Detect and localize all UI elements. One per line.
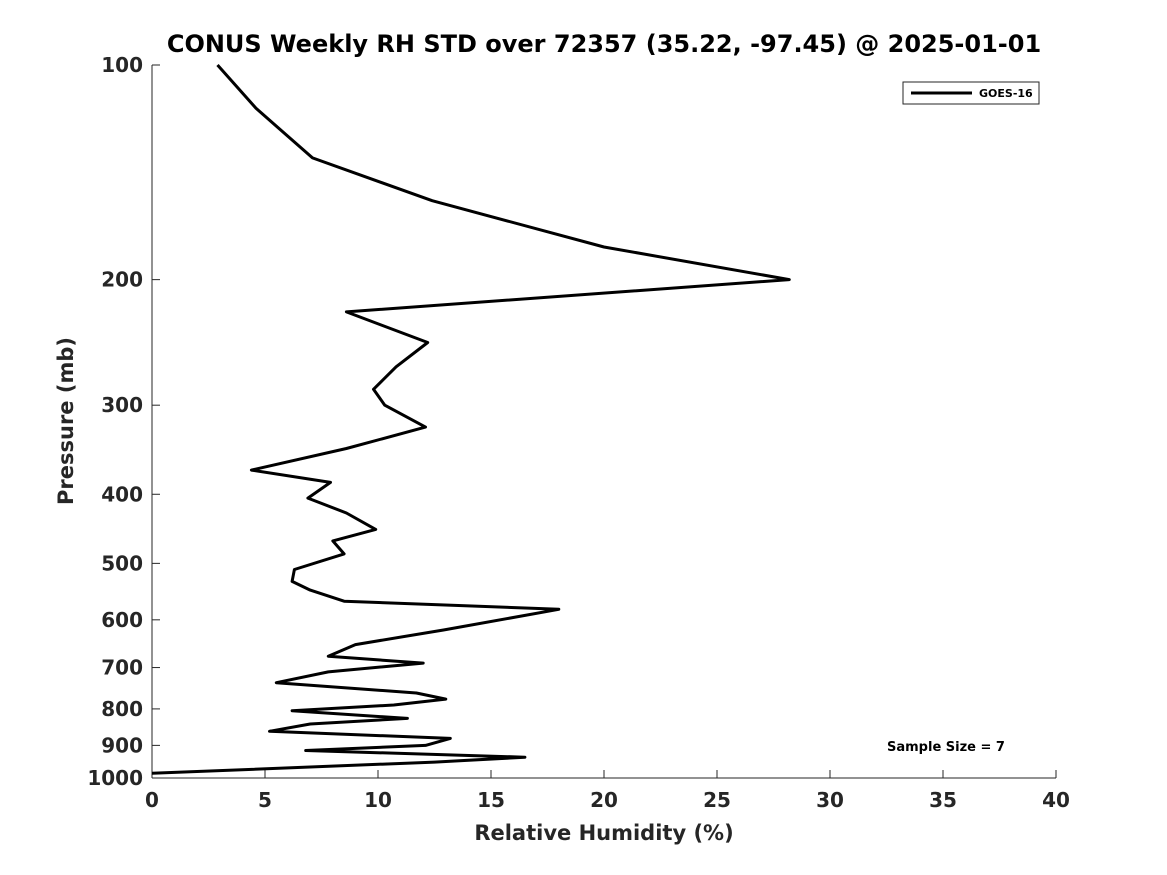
x-tick-label: 20 [590, 788, 618, 812]
y-tick-label: 800 [101, 697, 143, 721]
legend-entry-goes-16: GOES-16 [979, 87, 1033, 100]
y-axis-label: Pressure (mb) [54, 337, 78, 505]
x-tick-label: 35 [929, 788, 957, 812]
series-line-goes-16 [151, 64, 791, 775]
x-tick-label: 0 [145, 788, 159, 812]
y-tick-label: 900 [101, 733, 143, 757]
x-tick-label: 30 [816, 788, 844, 812]
y-ticks: 100 200 300 400 500 600 700 800 900 1000 [87, 53, 160, 790]
x-axis-label: Relative Humidity (%) [474, 821, 733, 845]
y-tick-label: 300 [101, 393, 143, 417]
sample-size-annotation: Sample Size = 7 [887, 740, 1005, 755]
legend: GOES-16 [902, 81, 1040, 105]
chart-title: CONUS Weekly RH STD over 72357 (35.22, -… [167, 30, 1041, 58]
y-tick-label: 400 [101, 482, 143, 506]
y-tick-label: 100 [101, 53, 143, 77]
x-ticks: 0 5 10 15 20 25 30 35 40 [145, 770, 1070, 812]
x-tick-label: 15 [477, 788, 505, 812]
y-tick-label: 200 [101, 268, 143, 292]
x-tick-label: 25 [703, 788, 731, 812]
x-tick-label: 10 [364, 788, 392, 812]
y-tick-label: 700 [101, 656, 143, 680]
y-tick-label: 600 [101, 608, 143, 632]
y-tick-label: 500 [101, 551, 143, 575]
y-tick-label: 1000 [87, 766, 143, 790]
x-tick-label: 5 [258, 788, 272, 812]
x-tick-label: 40 [1042, 788, 1070, 812]
